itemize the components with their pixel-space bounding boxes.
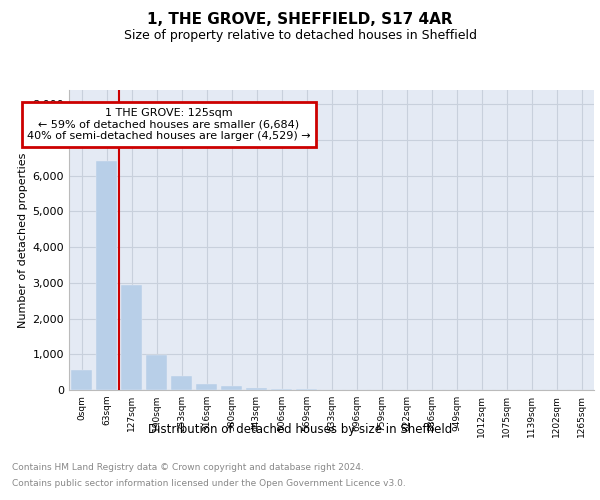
Text: Contains HM Land Registry data © Crown copyright and database right 2024.: Contains HM Land Registry data © Crown c… bbox=[12, 462, 364, 471]
Bar bbox=[121, 284, 142, 390]
Bar bbox=[221, 386, 242, 390]
Bar bbox=[246, 388, 267, 390]
Text: Distribution of detached houses by size in Sheffield: Distribution of detached houses by size … bbox=[148, 422, 452, 436]
Bar bbox=[71, 370, 92, 390]
Text: Contains public sector information licensed under the Open Government Licence v3: Contains public sector information licen… bbox=[12, 479, 406, 488]
Y-axis label: Number of detached properties: Number of detached properties bbox=[19, 152, 28, 328]
Bar bbox=[146, 356, 167, 390]
Text: 1 THE GROVE: 125sqm
← 59% of detached houses are smaller (6,684)
40% of semi-det: 1 THE GROVE: 125sqm ← 59% of detached ho… bbox=[27, 108, 311, 141]
Text: 1, THE GROVE, SHEFFIELD, S17 4AR: 1, THE GROVE, SHEFFIELD, S17 4AR bbox=[147, 12, 453, 28]
Bar bbox=[196, 384, 217, 390]
Bar bbox=[96, 162, 117, 390]
Bar bbox=[171, 376, 192, 390]
Text: Size of property relative to detached houses in Sheffield: Size of property relative to detached ho… bbox=[124, 29, 476, 42]
Bar bbox=[271, 389, 292, 390]
